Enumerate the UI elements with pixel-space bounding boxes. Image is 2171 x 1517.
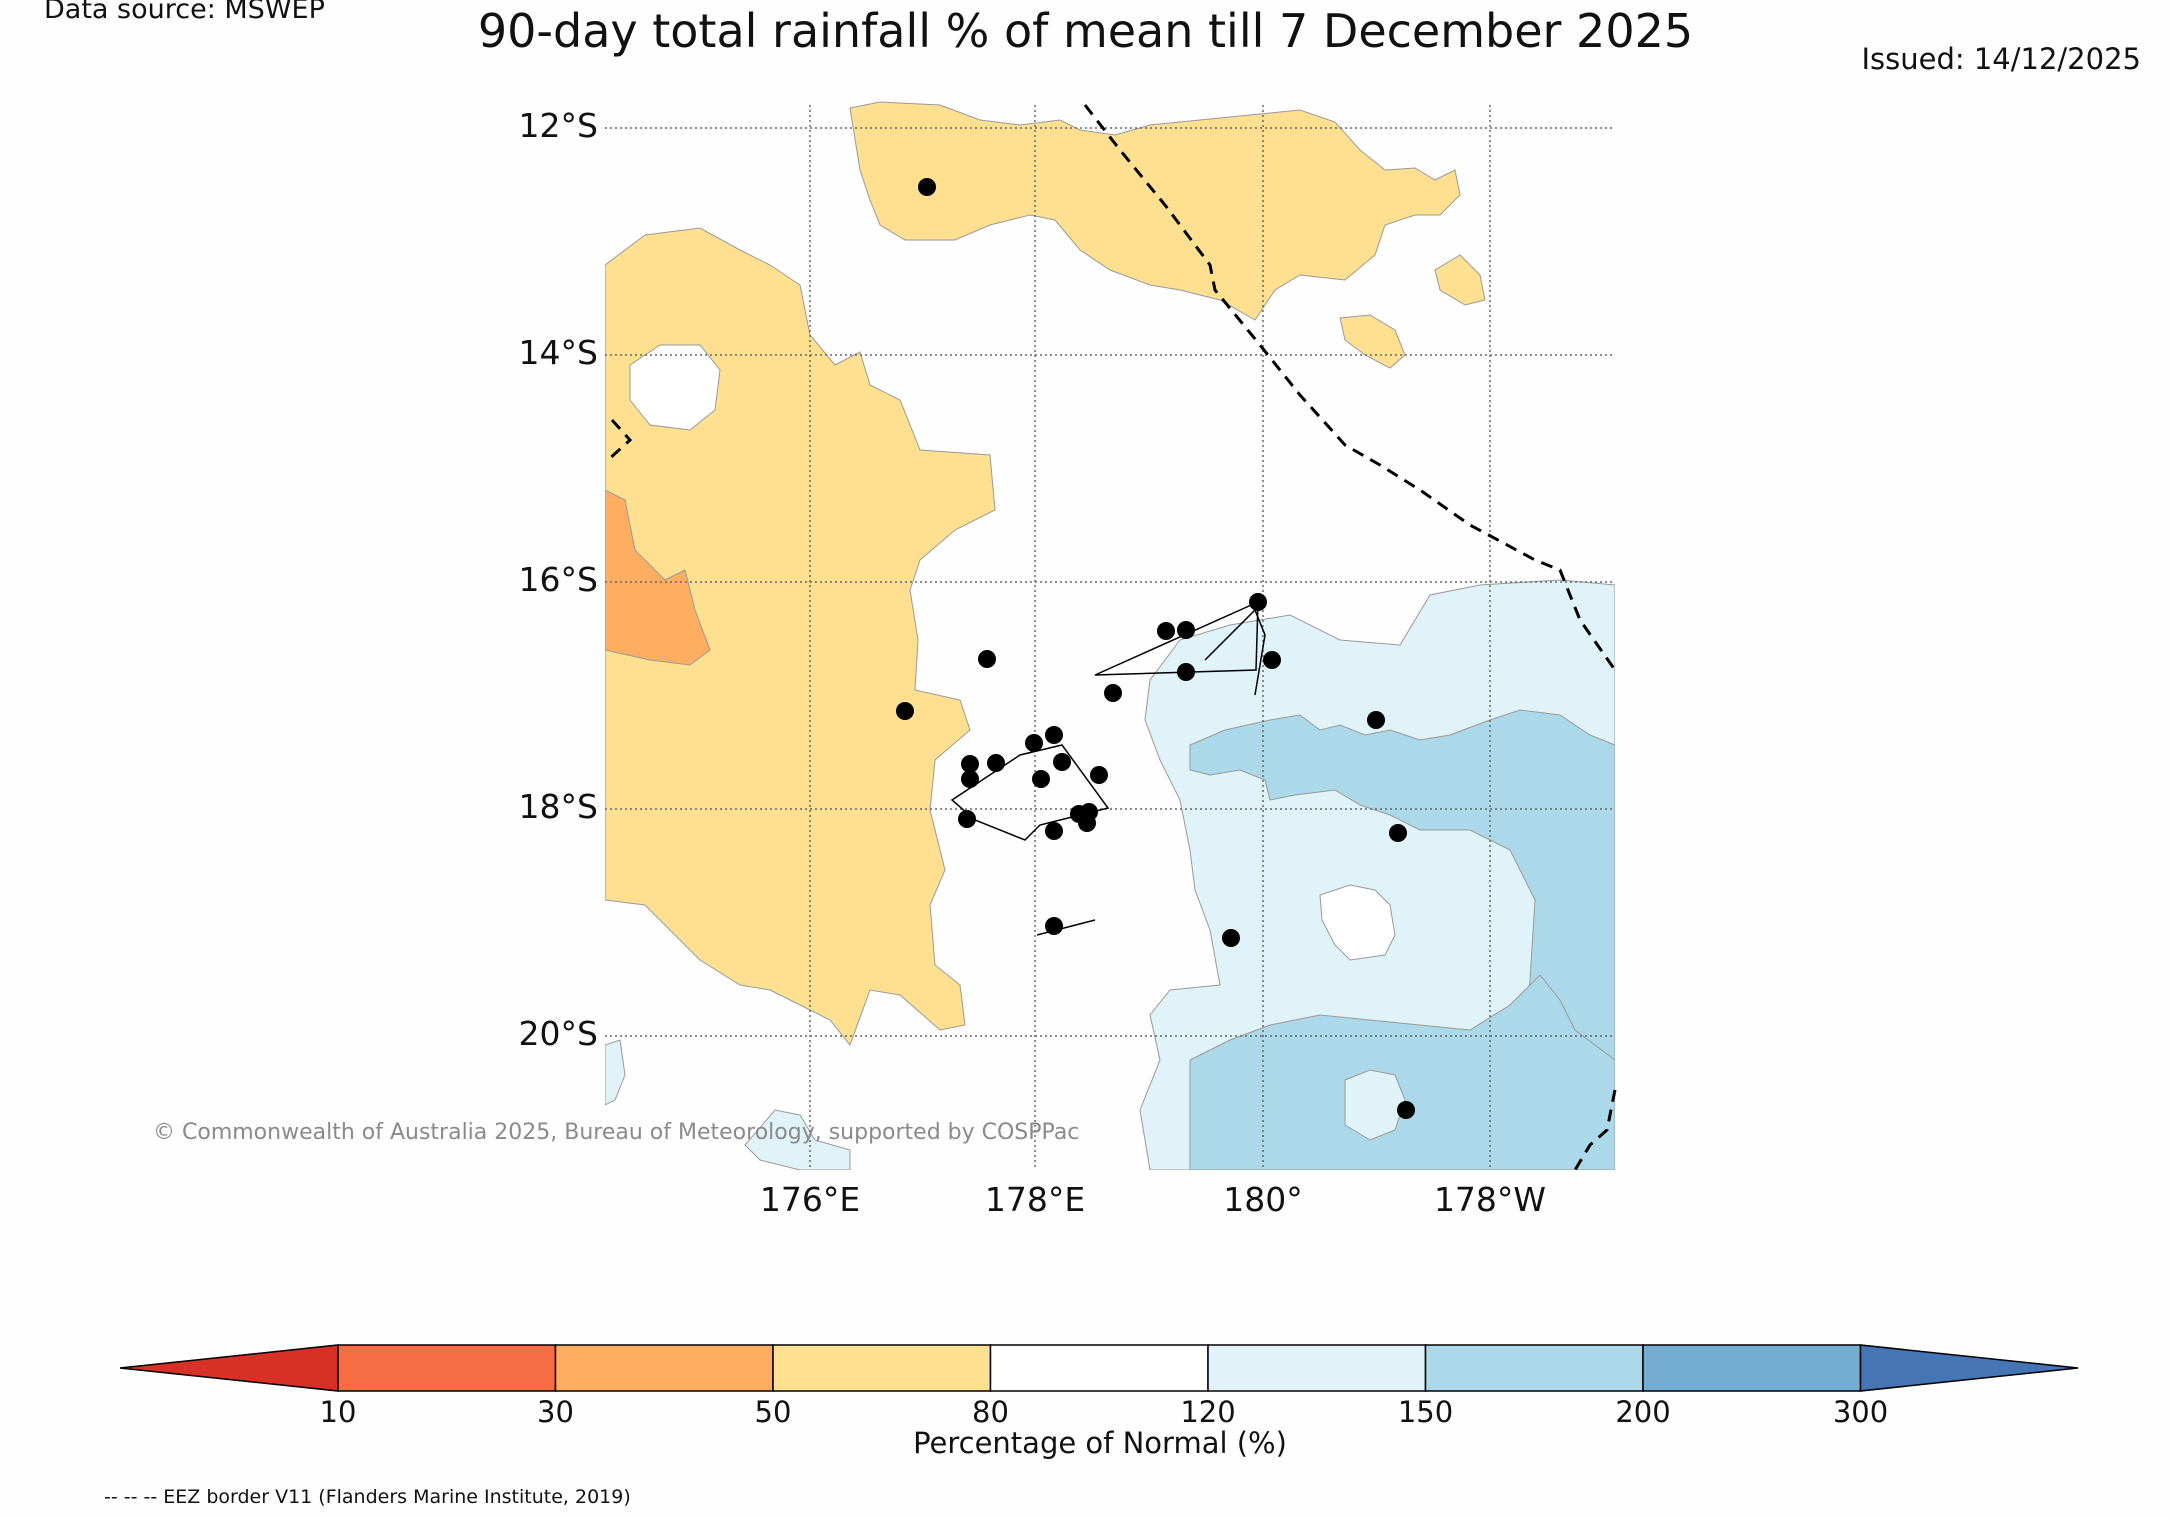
- station-marker: [1078, 814, 1096, 832]
- colorbar-segment: [989, 1344, 1209, 1392]
- eez-border: [606, 104, 1617, 1171]
- colorbar-tick-label: 50: [754, 1395, 792, 1429]
- colorbar-label: Percentage of Normal (%): [913, 1426, 1287, 1460]
- station-marker: [1389, 824, 1407, 842]
- station-marker: [1045, 726, 1063, 744]
- lat-label: 16°S: [518, 560, 598, 599]
- rainfall-zone-80-120-inner: [1319, 884, 1396, 961]
- station-marker: [1249, 593, 1267, 611]
- rainfall-zone-120-150-sw2: [744, 1109, 851, 1170]
- copyright-notice: © Commonwealth of Australia 2025, Bureau…: [153, 1120, 1080, 1145]
- lon-label: 180°: [1223, 1180, 1303, 1219]
- rainfall-zone-150-200-lower: [1189, 974, 1615, 1170]
- station-marker: [896, 702, 914, 720]
- rainfall-zone-50-80-west: [605, 227, 996, 1047]
- station-marker: [961, 755, 979, 773]
- lat-label: 12°S: [518, 106, 598, 145]
- rainfall-zone-50-80-islet: [1339, 314, 1406, 369]
- data-source-label: Data source: MSWEP: [44, 0, 325, 25]
- station-marker: [958, 810, 976, 828]
- station-marker: [1032, 770, 1050, 788]
- issued-date: Issued: 14/12/2025: [1861, 42, 2141, 76]
- graticule: [605, 105, 1615, 1170]
- station-marker: [1090, 766, 1108, 784]
- eez-legend: -- -- -- EEZ border V11 (Flanders Marine…: [104, 1486, 631, 1508]
- station-marker: [1367, 711, 1385, 729]
- colorbar-tick-label: 30: [537, 1395, 574, 1429]
- rainfall-zone-30-50: [605, 489, 711, 666]
- rainfall-zone-50-80-north: [849, 101, 1461, 321]
- colorbar-tick-label: 200: [1615, 1395, 1671, 1429]
- station-marker: [1045, 917, 1063, 935]
- station-marker: [1025, 734, 1043, 752]
- station-marker: [1053, 753, 1071, 771]
- station-marker: [1157, 622, 1175, 640]
- colorbar-segment: [1642, 1344, 1862, 1392]
- chart-title: 90-day total rainfall % of mean till 7 D…: [477, 4, 1694, 58]
- rainfall-zone-50-80-islet: [1434, 254, 1486, 306]
- station-marker: [1222, 929, 1240, 947]
- station-marker: [978, 650, 996, 668]
- rainfall-zone-80-120-hole: [629, 344, 721, 431]
- colorbar-segment: [337, 1344, 557, 1392]
- station-marker: [1104, 684, 1122, 702]
- colorbar-extend-high: [1859, 1344, 2079, 1392]
- lon-label: 178°W: [1433, 1180, 1547, 1219]
- lat-label: 18°S: [518, 787, 598, 826]
- station-marker: [961, 770, 979, 788]
- colorbar-tick-label: 150: [1397, 1395, 1454, 1429]
- colorbar-tick-label: 10: [319, 1395, 357, 1429]
- colorbar-segment: [772, 1344, 992, 1392]
- lat-label: 20°S: [518, 1014, 598, 1053]
- colorbar-segment: [1424, 1344, 1644, 1392]
- station-marker: [987, 754, 1005, 772]
- station-marker: [1177, 663, 1195, 681]
- rainfall-zone-120-150-sw: [605, 1039, 626, 1106]
- colorbar-segment: [1207, 1344, 1427, 1392]
- colorbar: [119, 1344, 2079, 1392]
- colorbar-tick-label: 120: [1180, 1395, 1236, 1429]
- lon-label: 176°E: [759, 1180, 861, 1219]
- lat-label: 14°S: [518, 333, 598, 372]
- station-marker: [1397, 1101, 1415, 1119]
- station-marker: [1263, 651, 1281, 669]
- station-marker: [1177, 621, 1195, 639]
- colorbar-tick-label: 80: [972, 1395, 1009, 1429]
- colorbar-segment: [554, 1344, 774, 1392]
- station-markers: [896, 178, 1415, 1119]
- lon-label: 178°E: [984, 1180, 1086, 1219]
- colorbar-extend-low: [119, 1344, 339, 1392]
- colorbar-tick-label: 300: [1832, 1395, 1889, 1429]
- station-marker: [918, 178, 936, 196]
- station-marker: [1045, 822, 1063, 840]
